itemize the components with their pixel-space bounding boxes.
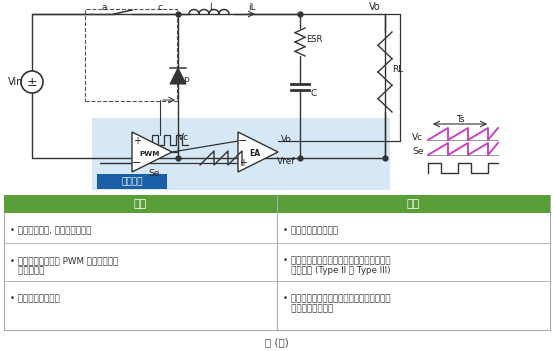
Text: ESR: ESR [306, 35, 322, 45]
Text: Vo: Vo [369, 2, 381, 12]
Circle shape [21, 71, 43, 93]
Text: Vo: Vo [280, 135, 291, 145]
Text: 電壓模式: 電壓模式 [121, 177, 143, 186]
Bar [4, 195, 550, 213]
Text: Se: Se [412, 147, 423, 157]
Text: • 較常見在早期設計: • 較常見在早期設計 [10, 294, 60, 303]
Text: 優點: 優點 [134, 199, 147, 209]
Text: Vin: Vin [8, 77, 24, 87]
Bar [85, 9, 177, 101]
Text: • 誤差放大器增益被輸入電壓影響，達到寬輸
   入電壓設計有挑戰: • 誤差放大器增益被輸入電壓影響，達到寬輸 入電壓設計有挑戰 [283, 294, 391, 313]
Text: −: − [238, 136, 248, 146]
Bar [4, 195, 550, 330]
Polygon shape [132, 132, 172, 172]
Text: 缺點: 缺點 [407, 199, 419, 209]
Polygon shape [170, 68, 186, 84]
Text: +: + [239, 158, 247, 168]
Text: RL: RL [392, 66, 404, 74]
Text: Vc: Vc [177, 133, 188, 143]
Text: ±: ± [27, 75, 37, 88]
Text: Vc: Vc [412, 132, 423, 141]
Text: C: C [311, 90, 317, 99]
Text: iL: iL [248, 2, 256, 12]
Text: Vref: Vref [277, 157, 295, 166]
Text: p: p [183, 75, 189, 85]
Text: • 有較大的三角波在 PWM 輸入端，降低
   占空比誤差: • 有較大的三角波在 PWM 輸入端，降低 占空比誤差 [10, 256, 118, 276]
Text: L: L [209, 2, 214, 12]
Bar [97, 174, 167, 189]
Text: a: a [101, 4, 107, 13]
Text: PWM: PWM [140, 151, 160, 157]
Text: 圖 (一): 圖 (一) [265, 337, 289, 347]
Text: +: + [133, 136, 141, 146]
Bar [92, 118, 390, 190]
Text: • 單一回授路徑, 簡化控制器設計: • 單一回授路徑, 簡化控制器設計 [10, 226, 91, 235]
Text: EA: EA [249, 148, 260, 158]
Polygon shape [238, 132, 278, 172]
Text: • 補償迴路速度常較慢: • 補償迴路速度常較慢 [283, 226, 338, 235]
Text: −: − [132, 158, 142, 168]
Text: Ts: Ts [456, 114, 464, 124]
Text: c: c [157, 4, 162, 13]
Text: Se: Se [148, 170, 160, 179]
Text: • 由電感器與輸出電容產生雙極點，補償迴路
   不易設計 (Type II 或 Type III): • 由電感器與輸出電容產生雙極點，補償迴路 不易設計 (Type II 或 Ty… [283, 256, 391, 276]
